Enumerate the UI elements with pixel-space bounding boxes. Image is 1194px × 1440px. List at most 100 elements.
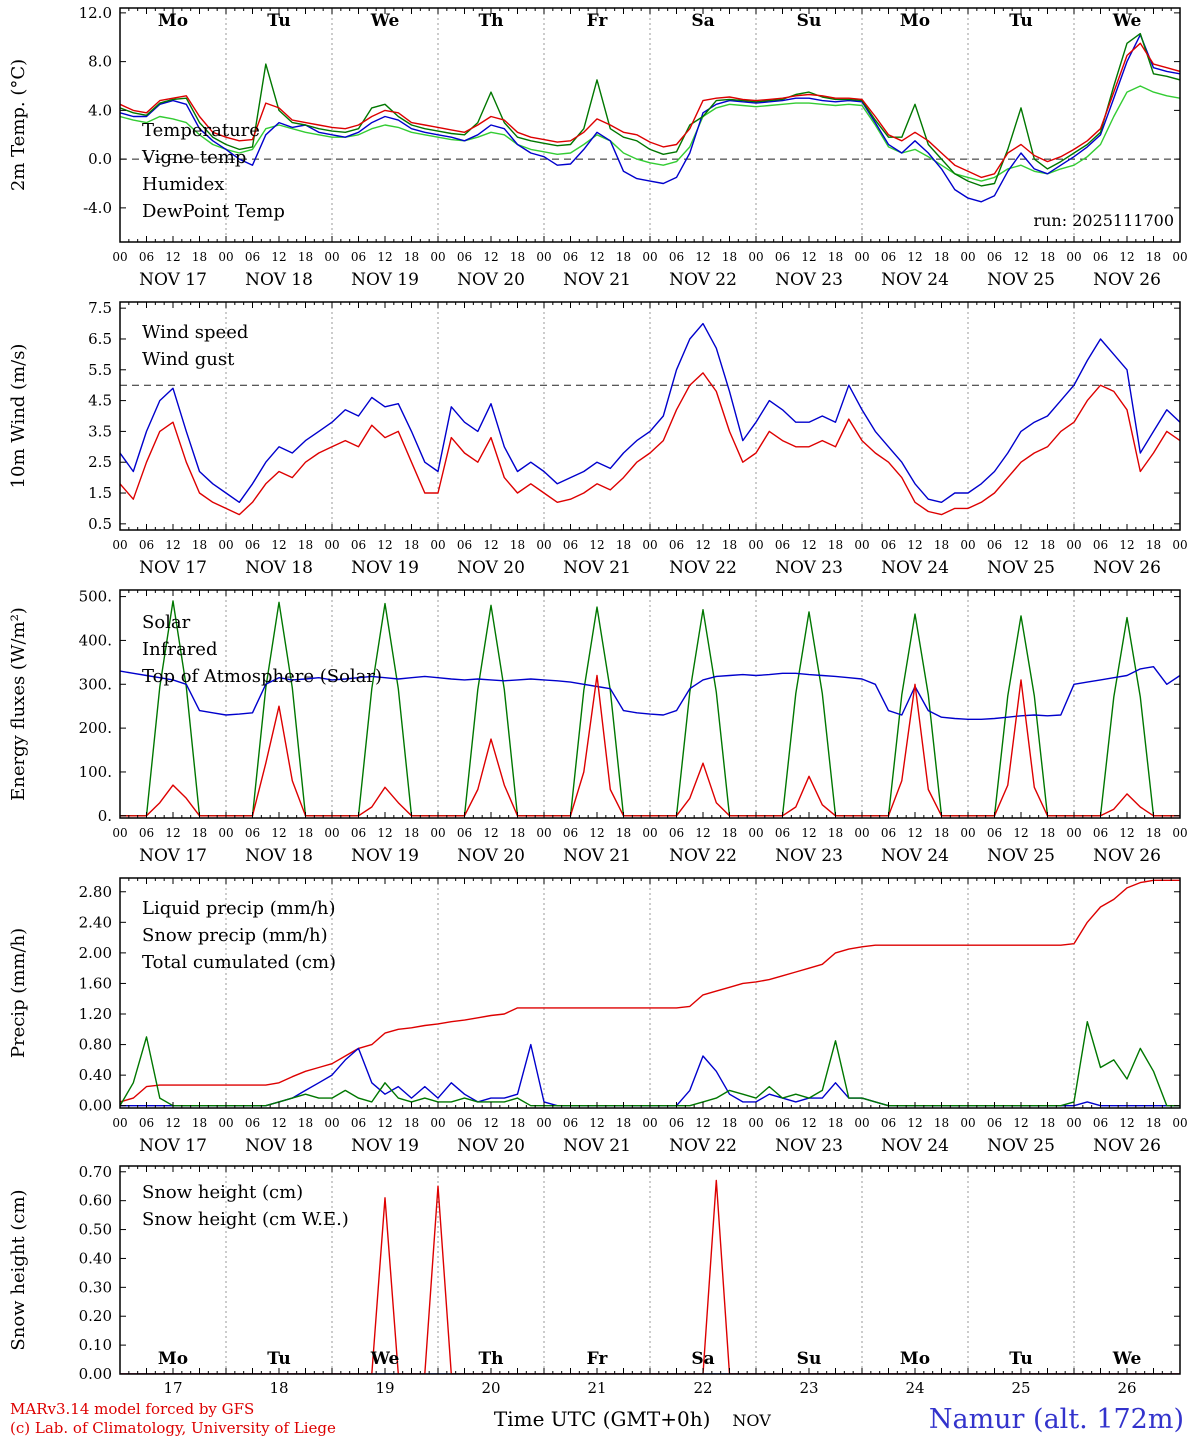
date-label: NOV 20 xyxy=(457,270,525,290)
hour-tick-label: 06 xyxy=(457,538,472,552)
date-label: NOV 25 xyxy=(987,1136,1055,1156)
day-number-label: 20 xyxy=(481,1379,500,1397)
hour-tick-label: 18 xyxy=(722,538,737,552)
hour-tick-label: 00 xyxy=(430,538,445,552)
y-tick-label: 0.70 xyxy=(79,1163,112,1181)
plot-border xyxy=(119,301,1181,531)
series-total-cumulated-cm xyxy=(120,879,1180,1103)
date-label: NOV 18 xyxy=(245,846,313,866)
hour-tick-label: 00 xyxy=(854,250,869,264)
day-name-label: Tu xyxy=(267,1349,290,1369)
y-tick-label: 0.30 xyxy=(79,1278,112,1296)
hour-tick-label: 12 xyxy=(907,826,922,840)
credits-block: MARv3.14 model forced by GFS (c) Lab. of… xyxy=(10,1400,336,1438)
day-name-label: Mo xyxy=(158,11,188,31)
panel-wind-chart: 7.5 6.5 5.5 4.5 3.5 2.5 1.5 0.5 10m Wind (m/s) 00… xyxy=(8,299,1188,578)
day-number-label: 26 xyxy=(1117,1379,1136,1397)
hour-tick-label: 12 xyxy=(1013,538,1028,552)
day-number-label: 17 xyxy=(163,1379,182,1397)
hour-tick-label: 18 xyxy=(616,250,631,264)
hour-tick-label: 00 xyxy=(642,826,657,840)
footer: MARv3.14 model forced by GFS (c) Lab. of… xyxy=(0,1398,1194,1440)
y-tick-label: 500. xyxy=(79,588,112,606)
y-tick-label: 400. xyxy=(79,631,112,649)
hour-tick-label: 00 xyxy=(536,1116,551,1130)
hour-tick-label: 12 xyxy=(695,250,710,264)
day-number-label: 21 xyxy=(587,1379,606,1397)
hour-tick-label: 06 xyxy=(669,826,684,840)
hour-tick-label: 06 xyxy=(669,538,684,552)
legend-dewpoint-temp: DewPoint Temp xyxy=(142,201,285,222)
hour-tick-label: 00 xyxy=(430,826,445,840)
hour-tick-label: 06 xyxy=(1093,1116,1108,1130)
hour-tick-label: 12 xyxy=(271,826,286,840)
hour-tick-label: 18 xyxy=(404,250,419,264)
day-name-label: Sa xyxy=(691,11,714,31)
day-name-label: Sa xyxy=(691,1349,714,1369)
day-number-label: 25 xyxy=(1011,1379,1030,1397)
hour-tick-label: 06 xyxy=(1093,250,1108,264)
run-label: run: 2025111700 xyxy=(1033,211,1174,230)
hour-tick-label: 06 xyxy=(881,250,896,264)
hour-tick-label: 00 xyxy=(112,1116,127,1130)
date-label: NOV 19 xyxy=(351,558,419,578)
time-axis-title: Time UTC (GMT+0h) xyxy=(493,1407,711,1431)
hour-tick-label: 12 xyxy=(377,1116,392,1130)
hour-tick-label: 00 xyxy=(960,826,975,840)
hour-tick-label: 18 xyxy=(510,250,525,264)
hour-tick-label: 12 xyxy=(801,250,816,264)
hour-tick-label: 18 xyxy=(616,1116,631,1130)
hour-tick-label: 12 xyxy=(483,538,498,552)
hour-tick-label: 00 xyxy=(324,538,339,552)
y-tick-label: 0.00 xyxy=(79,1365,112,1383)
hour-tick-label: 00 xyxy=(536,538,551,552)
hour-tick-label: 06 xyxy=(245,1116,260,1130)
legend-humidex: Humidex xyxy=(142,174,224,195)
x-axis-title-block: Time UTC (GMT+0h) NOV xyxy=(494,1407,771,1431)
date-label: NOV 24 xyxy=(881,1136,949,1156)
series-temperature xyxy=(120,42,1180,179)
date-label: NOV 21 xyxy=(563,270,631,290)
hour-tick-label: 00 xyxy=(218,538,233,552)
date-label: NOV 24 xyxy=(881,846,949,866)
date-label: NOV 22 xyxy=(669,846,737,866)
y-tick-label: 0.5 xyxy=(88,515,112,533)
hour-tick-label: 18 xyxy=(828,826,843,840)
hour-tick-label: 18 xyxy=(828,250,843,264)
y-tick-label: 1.20 xyxy=(79,1005,112,1023)
y-tick-label: 0.00 xyxy=(79,1097,112,1115)
hour-tick-label: 00 xyxy=(748,250,763,264)
hour-tick-label: 00 xyxy=(112,826,127,840)
hour-tick-label: 18 xyxy=(192,1116,207,1130)
hour-tick-label: 18 xyxy=(404,1116,419,1130)
y-axis-title: 2m Temp. (°C) xyxy=(8,59,29,191)
hour-tick-label: 06 xyxy=(669,250,684,264)
hour-tick-label: 06 xyxy=(139,826,154,840)
series-wind-gust xyxy=(120,322,1180,504)
day-number-label: 19 xyxy=(375,1379,394,1397)
hour-tick-label: 06 xyxy=(987,826,1002,840)
date-label: NOV 21 xyxy=(563,1136,631,1156)
date-label: NOV 26 xyxy=(1093,1136,1161,1156)
hour-tick-label: 12 xyxy=(1119,250,1134,264)
hour-tick-label: 18 xyxy=(510,826,525,840)
y-tick-label: 0.40 xyxy=(79,1249,112,1267)
hour-tick-label: 18 xyxy=(510,538,525,552)
legend-snow-height-cm-w-e: Snow height (cm W.E.) xyxy=(142,1209,349,1230)
date-label: NOV 25 xyxy=(987,558,1055,578)
month-label: NOV xyxy=(732,1411,771,1430)
hour-tick-label: 00 xyxy=(642,538,657,552)
hour-tick-label: 12 xyxy=(801,826,816,840)
day-name-label: We xyxy=(370,11,400,31)
hour-tick-label: 00 xyxy=(1066,1116,1081,1130)
hour-tick-label: 06 xyxy=(351,1116,366,1130)
hour-tick-label: 00 xyxy=(960,538,975,552)
day-number-label: 23 xyxy=(799,1379,818,1397)
y-axis-title: Snow height (cm) xyxy=(8,1189,29,1350)
hour-tick-label: 00 xyxy=(1172,826,1187,840)
hour-tick-label: 12 xyxy=(377,250,392,264)
y-tick-label: 0. xyxy=(98,807,112,825)
date-label: NOV 26 xyxy=(1093,846,1161,866)
hour-tick-label: 18 xyxy=(192,826,207,840)
